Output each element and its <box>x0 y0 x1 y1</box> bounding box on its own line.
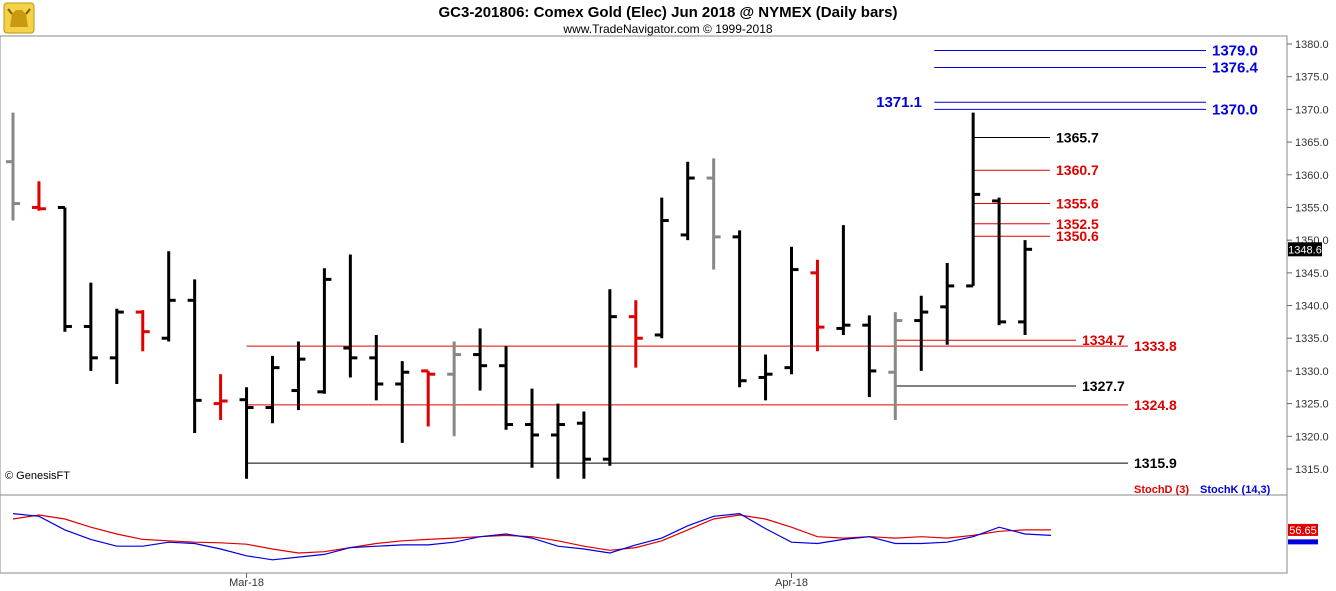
ohlc-bar <box>732 230 747 388</box>
y-tick-label: 1315.0 <box>1295 464 1329 476</box>
y-tick-label: 1355.0 <box>1295 202 1329 214</box>
chart-title: GC3-201806: Comex Gold (Elec) Jun 2018 @… <box>439 4 898 21</box>
y-tick-label: 1340.0 <box>1295 301 1329 313</box>
ohlc-bar <box>1018 240 1033 335</box>
level-label: 1379.0 <box>1212 43 1258 60</box>
bull-logo-icon <box>3 2 35 34</box>
ohlc-bar <box>602 289 617 466</box>
last-price-badge <box>1288 242 1322 257</box>
ohlc-bar <box>654 197 669 339</box>
plot-frame <box>0 35 1288 574</box>
chart-subtitle: www.TradeNavigator.com © 1999-2018 <box>562 22 772 36</box>
ohlc-bar <box>343 254 358 378</box>
ohlc-bar <box>135 310 150 352</box>
ohlc-bar <box>862 315 877 398</box>
level-label: 1352.5 <box>1056 216 1099 232</box>
level-label: 1334.7 <box>1082 332 1125 348</box>
ohlc-bar <box>369 334 384 401</box>
stoch-legend-label: StochK (14,3) <box>1200 484 1271 496</box>
stoch-k-badge <box>1288 539 1318 545</box>
level-label: 1360.7 <box>1056 162 1099 178</box>
y-tick-label: 1370.0 <box>1295 104 1329 116</box>
ohlc-bar <box>213 374 228 420</box>
ohlc-bar <box>940 263 955 345</box>
ohlc-bar <box>550 403 565 479</box>
ohlc-bar <box>888 312 903 420</box>
ohlc-bar <box>57 205 72 332</box>
level-label: 1371.1 <box>876 94 922 111</box>
y-tick-label: 1345.0 <box>1295 268 1329 280</box>
ohlc-bar <box>447 341 462 437</box>
level-label: 1370.0 <box>1212 101 1258 118</box>
level-label: 1327.7 <box>1082 378 1125 394</box>
ohlc-bar <box>706 158 721 270</box>
y-tick-label: 1325.0 <box>1295 399 1329 411</box>
y-tick-label: 1320.0 <box>1295 431 1329 443</box>
level-label: 1315.9 <box>1134 455 1177 471</box>
y-tick-label: 1365.0 <box>1295 137 1329 149</box>
ohlc-bar <box>421 369 436 427</box>
ohlc-bar <box>576 411 591 479</box>
ohlc-bar <box>836 225 851 335</box>
ohlc-bar <box>499 346 514 430</box>
x-tick-label: Mar-18 <box>229 577 264 589</box>
level-label: 1324.8 <box>1134 397 1177 413</box>
y-tick-label: 1335.0 <box>1295 333 1329 345</box>
stoch-d-badge <box>1288 523 1318 536</box>
level-label: 1376.4 <box>1212 60 1259 77</box>
x-tick-label: Apr-18 <box>775 577 808 589</box>
level-label: 1333.8 <box>1134 338 1177 354</box>
ohlc-bar <box>265 355 280 424</box>
stoch-last-value: 56.65 <box>1289 525 1317 537</box>
ohlc-bar <box>680 161 695 241</box>
ohlc-bar <box>992 197 1007 326</box>
level-label: 1365.7 <box>1056 130 1099 146</box>
ohlc-bar <box>966 112 981 288</box>
copyright-label: © GenesisFT <box>5 470 70 482</box>
ohlc-bar <box>784 246 799 375</box>
ohlc-bar <box>914 295 929 371</box>
ohlc-bar <box>239 387 254 479</box>
ohlc-bar <box>6 112 20 221</box>
stoch-series-line <box>12 514 1051 554</box>
ohlc-bar <box>395 361 410 443</box>
ohlc-bar <box>758 354 773 401</box>
ohlc-bar <box>187 279 202 434</box>
level-label: 1355.6 <box>1056 196 1099 212</box>
ohlc-bar <box>628 300 643 368</box>
ohlc-bar <box>317 268 332 394</box>
stoch-legend-label: StochD (3) <box>1134 484 1189 496</box>
y-tick-label: 1360.0 <box>1295 170 1329 182</box>
y-tick-label: 1375.0 <box>1295 72 1329 84</box>
stoch-series-line <box>12 512 1052 561</box>
ohlc-bar <box>161 251 176 342</box>
ohlc-bar <box>291 341 306 411</box>
ohlc-bar <box>525 388 539 468</box>
ohlc-bar <box>473 328 488 391</box>
last-price-label: 1348.6 <box>1288 244 1322 256</box>
y-tick-label: 1380.0 <box>1295 39 1329 51</box>
ohlc-bar <box>109 308 124 384</box>
ohlc-bar <box>83 282 98 371</box>
ohlc-bar <box>810 259 825 352</box>
y-tick-label: 1330.0 <box>1295 366 1329 378</box>
ohlc-bar <box>31 181 46 211</box>
level-label: 1350.6 <box>1056 228 1099 244</box>
